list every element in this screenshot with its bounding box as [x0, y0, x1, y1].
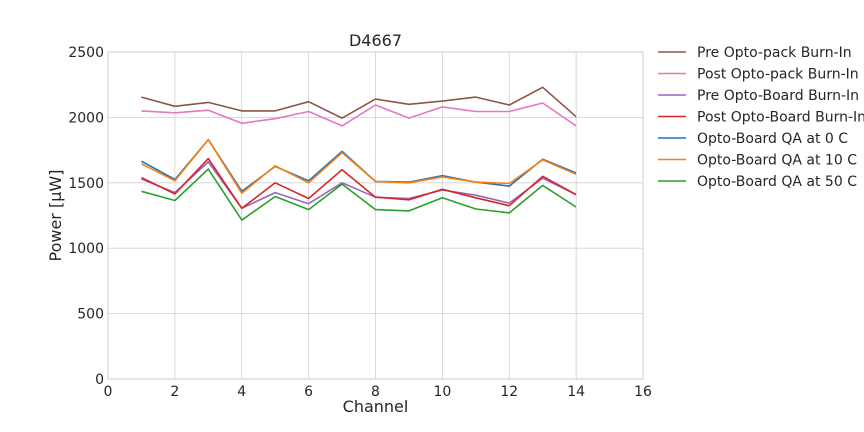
- y-tick-label: 2000: [68, 110, 104, 126]
- x-tick-label: 0: [104, 384, 113, 400]
- legend-item: Opto-Board QA at 0 C: [658, 131, 848, 147]
- series-line-1: [141, 86, 577, 119]
- y-tick-label: 500: [77, 307, 104, 323]
- legend-item: Post Opto-Board Burn-In: [658, 110, 864, 126]
- legend-item: Pre Opto-Board Burn-In: [658, 88, 859, 104]
- y-tick-label: 0: [95, 372, 104, 388]
- plot-frame: [107, 51, 644, 380]
- legend-label: Opto-Board QA at 10 C: [697, 153, 857, 169]
- x-tick-label: 4: [237, 384, 246, 400]
- x-tick-label: 2: [170, 384, 179, 400]
- legend-item: Post Opto-pack Burn-In: [658, 67, 859, 83]
- x-tick-label: 12: [500, 384, 518, 400]
- series-lines: [141, 86, 577, 221]
- legend-label: Opto-Board QA at 50 C: [697, 174, 857, 190]
- series-line-4: [141, 157, 577, 210]
- x-tick-label: 14: [567, 384, 585, 400]
- y-tick-label: 1500: [68, 176, 104, 192]
- x-axis-label: Channel: [343, 397, 409, 416]
- legend-label: Post Opto-Board Burn-In: [697, 110, 864, 126]
- series-line-6: [141, 138, 577, 195]
- y-tick-labels: 0 500 1000 1500 2000 2500: [68, 45, 104, 388]
- legend-item: Opto-Board QA at 10 C: [658, 153, 857, 169]
- series-line-2: [141, 102, 577, 127]
- grid-lines: [107, 51, 644, 380]
- y-tick-label: 2500: [68, 45, 104, 61]
- y-tick-label: 1000: [68, 241, 104, 257]
- x-tick-label: 6: [304, 384, 313, 400]
- y-axis-label: Power [μW]: [46, 170, 65, 262]
- x-tick-labels: 0 2 4 6 8 10 12 14 16: [104, 384, 652, 400]
- legend-label: Opto-Board QA at 0 C: [697, 131, 848, 147]
- legend-item: Pre Opto-pack Burn-In: [658, 45, 852, 61]
- chart-title: D4667: [349, 31, 402, 50]
- legend-label: Pre Opto-pack Burn-In: [697, 45, 852, 61]
- legend-label: Post Opto-pack Burn-In: [697, 67, 859, 83]
- legend-item: Opto-Board QA at 50 C: [658, 174, 857, 190]
- x-tick-label: 10: [433, 384, 451, 400]
- series-line-7: [141, 168, 577, 221]
- x-tick-label: 8: [371, 384, 380, 400]
- x-tick-label: 16: [634, 384, 652, 400]
- legend: Pre Opto-pack Burn-In Post Opto-pack Burn…: [658, 45, 864, 190]
- series-line-3: [141, 161, 577, 210]
- legend-label: Pre Opto-Board Burn-In: [697, 88, 859, 104]
